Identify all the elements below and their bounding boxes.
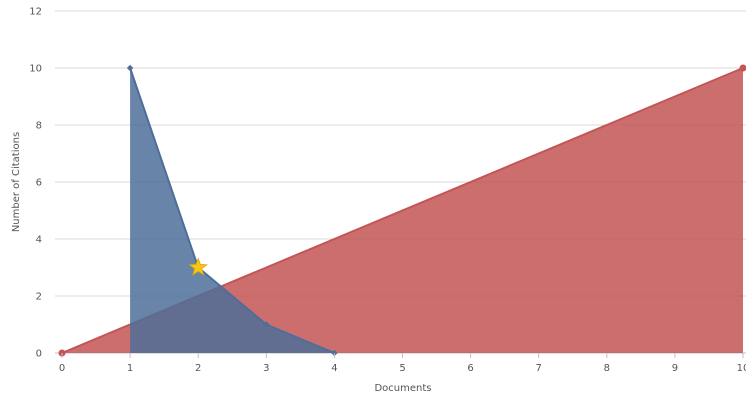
y-tick-label: 2 bbox=[36, 292, 42, 303]
star-icon[interactable] bbox=[188, 257, 208, 276]
y-tick-label: 6 bbox=[36, 178, 42, 189]
x-tick-label: 9 bbox=[672, 363, 678, 374]
series-layer bbox=[58, 64, 746, 357]
series-line bbox=[129, 67, 335, 354]
y-tick-label: 4 bbox=[36, 235, 42, 246]
x-tick-label: 7 bbox=[536, 363, 542, 374]
series-area bbox=[130, 68, 335, 353]
x-tick-label: 8 bbox=[604, 363, 610, 374]
data-point[interactable] bbox=[263, 321, 270, 328]
x-tick-label: 4 bbox=[331, 363, 337, 374]
x-tick-label: 0 bbox=[59, 363, 65, 374]
x-tick-label: 3 bbox=[263, 363, 269, 374]
y-tick-label: 12 bbox=[29, 7, 42, 18]
y-axis-ticks: 0 2 4 6 8 10 12 bbox=[29, 7, 42, 360]
data-point[interactable] bbox=[739, 64, 746, 72]
x-tick-label: 5 bbox=[399, 363, 405, 374]
x-axis-title: Documents bbox=[374, 383, 431, 394]
x-tick-label: 2 bbox=[195, 363, 201, 374]
x-tick-label: 1 bbox=[127, 363, 133, 374]
x-axis-ticks: 0 1 2 3 4 5 6 7 8 9 10 bbox=[59, 353, 746, 374]
data-point[interactable] bbox=[126, 64, 134, 72]
y-tick-label: 8 bbox=[36, 121, 42, 132]
y-axis-title: Number of Citations bbox=[11, 132, 22, 232]
y-tick-label: 10 bbox=[29, 64, 42, 75]
y-tick-label: 0 bbox=[36, 349, 42, 360]
x-tick-label: 10 bbox=[737, 363, 746, 374]
x-tick-label: 6 bbox=[467, 363, 473, 374]
